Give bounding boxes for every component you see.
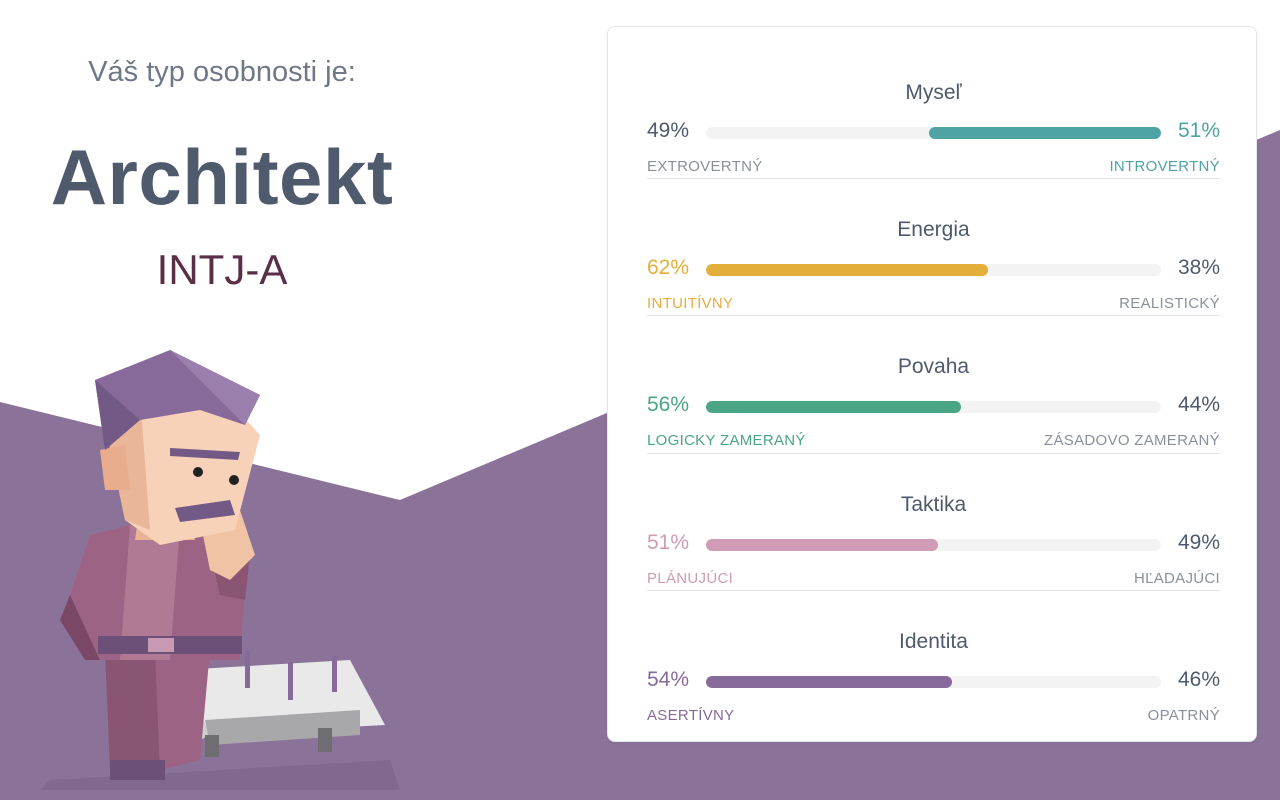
trait-left-label: PLÁNUJÚCI (647, 570, 734, 587)
trait-right-label: REALISTICKÝ (1119, 295, 1220, 312)
trait-row-povaha: Povaha 56% 44% LOGICKY ZAMERANÝ ZÁSADOVO… (647, 321, 1220, 458)
trait-right-label: INTROVERTNÝ (1109, 158, 1220, 175)
trait-bar-fill (706, 676, 952, 688)
trait-left-percent: 51% (647, 531, 690, 554)
architect-character-illustration (40, 350, 400, 790)
trait-title: Myseľ (905, 81, 962, 104)
personality-traits-card: Myseľ 49% 51% EXTROVERTNÝ INTROVERTNÝ En… (607, 26, 1257, 742)
trait-bar-track (706, 127, 1161, 139)
trait-right-label: HĽADAJÚCI (1133, 570, 1220, 587)
trait-bar-track (706, 264, 1161, 276)
trait-right-percent: 38% (1177, 256, 1220, 279)
trait-bar-fill (706, 264, 989, 276)
divider (647, 453, 1220, 454)
trait-left-percent: 49% (647, 119, 690, 142)
personality-intro-text: Váš typ osobnosti je: (88, 56, 356, 88)
trait-right-label: OPATRNÝ (1147, 707, 1220, 724)
personality-type-code: INTJ-A (156, 246, 288, 293)
trait-row-identita: Identita 54% 46% ASERTÍVNY OPATRNÝ (647, 596, 1220, 733)
divider (647, 315, 1220, 316)
trait-left-percent: 62% (647, 256, 690, 279)
trait-right-percent: 44% (1177, 393, 1220, 416)
trait-left-label: ASERTÍVNY (647, 707, 735, 724)
trait-row-taktika: Taktika 51% 49% PLÁNUJÚCI HĽADAJÚCI (647, 459, 1220, 596)
trait-bar-fill (928, 127, 1161, 139)
trait-left-label: INTUITÍVNY (647, 295, 734, 312)
trait-title: Taktika (900, 493, 967, 516)
trait-left-percent: 54% (647, 668, 690, 691)
divider (647, 178, 1220, 179)
trait-bar-track (706, 539, 1161, 551)
trait-right-percent: 49% (1177, 531, 1220, 554)
trait-right-percent: 51% (1177, 119, 1220, 142)
trait-title: Identita (899, 630, 968, 653)
personality-type-name: Architekt (50, 133, 394, 221)
trait-row-energia: Energia 62% 38% INTUITÍVNY REALISTICKÝ (647, 184, 1220, 321)
trait-left-label: LOGICKY ZAMERANÝ (647, 432, 806, 449)
trait-bar-track (706, 676, 1161, 688)
trait-title: Energia (897, 218, 970, 241)
divider (647, 590, 1220, 591)
trait-row-myslet: Myseľ 49% 51% EXTROVERTNÝ INTROVERTNÝ (647, 47, 1220, 184)
trait-bar-fill (706, 401, 961, 413)
trait-title: Povaha (897, 355, 970, 378)
trait-right-percent: 46% (1177, 668, 1220, 691)
trait-left-percent: 56% (647, 393, 690, 416)
trait-left-label: EXTROVERTNÝ (647, 158, 763, 175)
trait-bar-fill (706, 539, 939, 551)
trait-right-label: ZÁSADOVO ZAMERANÝ (1044, 432, 1220, 449)
trait-bar-track (706, 401, 1161, 413)
